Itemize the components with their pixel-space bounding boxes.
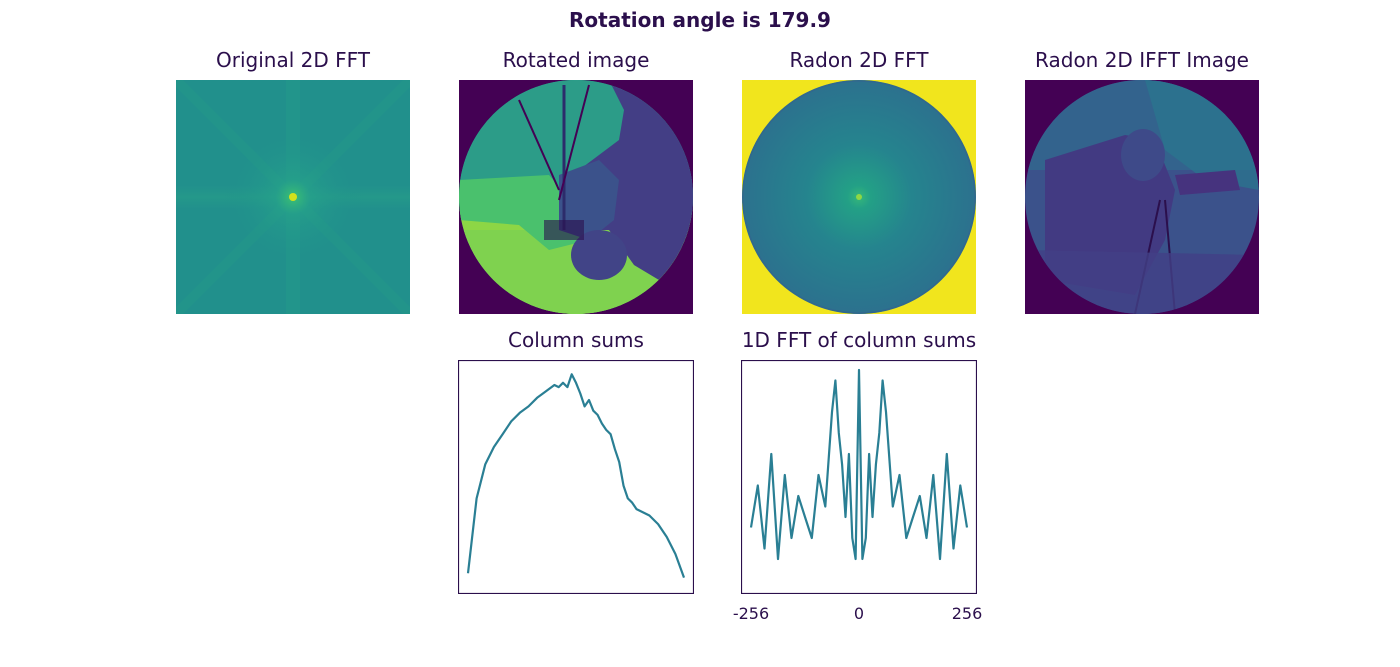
radon-fft-svg bbox=[742, 80, 976, 314]
fft-column-sums-title: 1D FFT of column sums bbox=[741, 328, 977, 352]
original-fft-image bbox=[176, 80, 410, 314]
x-tick-label: 0 bbox=[853, 604, 865, 623]
x-tick-label: -256 bbox=[732, 604, 770, 623]
rotated-image bbox=[459, 80, 693, 314]
radon-ifft-svg bbox=[1025, 80, 1259, 314]
column-sums-series-line bbox=[466, 373, 686, 578]
x-tick-label: 256 bbox=[951, 604, 983, 623]
radon-ifft-title: Radon 2D IFFT Image bbox=[1035, 48, 1249, 72]
rotated-image-svg bbox=[459, 80, 693, 314]
original-fft-title: Original 2D FFT bbox=[216, 48, 370, 72]
fft-column-sums-chart bbox=[741, 360, 977, 594]
fft-column-sums-series-line bbox=[749, 368, 969, 561]
rotated-image-title: Rotated image bbox=[502, 48, 650, 72]
radon-fft-title: Radon 2D FFT bbox=[789, 48, 929, 72]
original-fft-svg bbox=[176, 80, 410, 314]
figure-suptitle: Rotation angle is 179.9 bbox=[569, 8, 831, 32]
radon-fft-image bbox=[742, 80, 976, 314]
column-sums-frame bbox=[458, 360, 694, 594]
column-sums-chart bbox=[458, 360, 694, 594]
radon-ifft-image bbox=[1025, 80, 1259, 314]
column-sums-title: Column sums bbox=[508, 328, 644, 352]
